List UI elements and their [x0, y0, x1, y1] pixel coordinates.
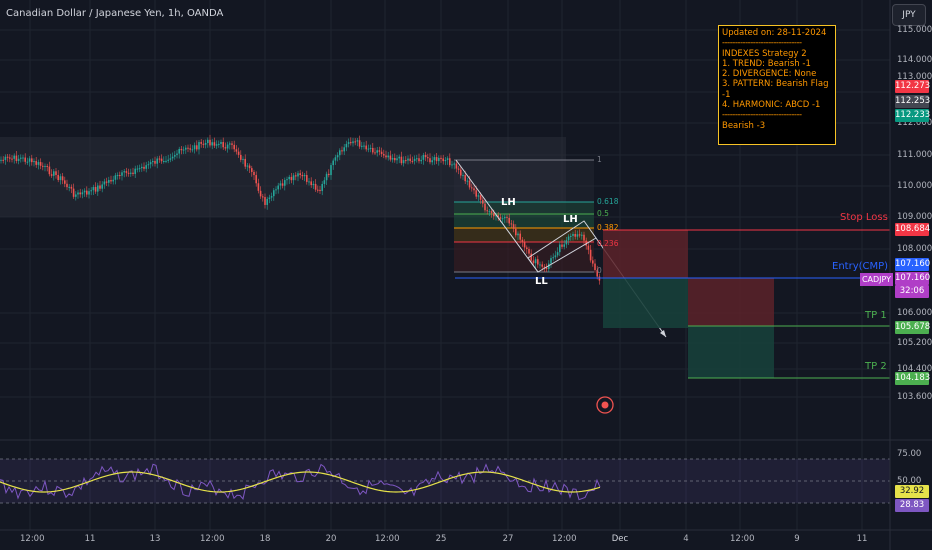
fib-label: 0.382 — [597, 223, 619, 232]
strategy-info-box: Updated on: 28-11-2024 -----------------… — [718, 25, 836, 145]
time-label: 13 — [149, 534, 161, 544]
currency-button[interactable]: JPY — [892, 4, 926, 26]
strategy-name: INDEXES Strategy 2 — [722, 48, 807, 59]
fib-label: 1 — [597, 155, 602, 164]
time-label: 9 — [794, 534, 800, 544]
time-label: 27 — [502, 534, 514, 544]
time-label: 12:00 — [552, 534, 577, 544]
info-line: 4. HARMONIC: ABCD -1 — [722, 100, 821, 111]
stop-zone — [603, 230, 688, 278]
info-line: 1. TREND: Bearish -1 — [722, 58, 811, 69]
time-label: 12:00 — [730, 534, 755, 544]
fib-label: 0.618 — [597, 197, 619, 206]
rsi-badge: 28.83 — [895, 499, 929, 512]
fib-levels — [454, 159, 594, 273]
price-label: 109.000 — [897, 212, 932, 222]
time-label: 4 — [683, 534, 689, 544]
result-text: Bearish -3 — [722, 120, 766, 131]
entry-label: Entry(CMP) — [832, 261, 889, 272]
current-price-badge: 107.160 — [895, 272, 931, 285]
time-label: 18 — [259, 534, 271, 544]
rsi-ma-line — [0, 471, 601, 493]
info-line: 2. DIVERGENCE: None — [722, 69, 817, 80]
separator: ------------------------------- — [722, 38, 802, 49]
price-label: 105.200 — [897, 338, 932, 348]
separator: ------------------------------- — [722, 110, 802, 121]
price-label: 112.000 — [897, 118, 932, 128]
time-label: 20 — [325, 534, 337, 544]
ll-label: LL — [535, 276, 548, 287]
time-label: 25 — [435, 534, 447, 544]
price-label: 114.000 — [897, 55, 932, 65]
time-label: 12:00 — [375, 534, 400, 544]
high-price-badge: 112.273 — [895, 80, 931, 93]
rsi-line — [0, 463, 601, 501]
price-label: 104.400 — [897, 364, 932, 374]
low-price-badge: 112.233 — [895, 109, 931, 122]
price-candles — [0, 134, 601, 285]
symbol-tag: CADJPY — [860, 273, 893, 286]
tp2-badge: 104.183 — [895, 372, 931, 385]
time-label: 11 — [84, 534, 96, 544]
profit-zone — [603, 278, 688, 328]
fib-label: 0 — [597, 266, 602, 275]
price-label: 108.000 — [897, 244, 932, 254]
price-label: 103.600 — [897, 392, 932, 402]
rsi-label: 50.00 — [897, 476, 922, 486]
countdown-badge: 32:06 — [895, 285, 929, 298]
lh-label: LH — [501, 197, 516, 208]
tp1-label: TP 1 — [865, 310, 887, 321]
lh-label: LH — [563, 214, 578, 225]
event-marker-icon[interactable] — [596, 396, 614, 414]
price-label: 115.000 — [897, 25, 932, 35]
fib-label: 0.236 — [597, 239, 619, 248]
stop-loss-label: Stop Loss — [840, 212, 888, 223]
time-label: Dec — [611, 534, 629, 544]
price-label: 106.000 — [897, 308, 932, 318]
tp1-badge: 105.678 — [895, 321, 931, 334]
rsi-label: 75.00 — [897, 449, 922, 459]
info-line: 3. PATTERN: Bearish Flag -1 — [722, 79, 829, 100]
fib-label: 0.5 — [597, 209, 609, 218]
entry-badge: 107.160 — [895, 258, 931, 271]
mid-price-badge: 112.253 — [895, 95, 931, 108]
price-label: 111.000 — [897, 150, 932, 160]
time-label: 12:00 — [200, 534, 225, 544]
rsi-ma-badge: 32.92 — [895, 485, 929, 498]
symbol-title[interactable]: Canadian Dollar / Japanese Yen, 1h, OAND… — [6, 8, 224, 19]
stop-loss-badge: 108.684 — [895, 223, 931, 236]
time-label: 12:00 — [20, 534, 45, 544]
tp2-label: TP 2 — [865, 361, 887, 372]
time-label: 11 — [856, 534, 868, 544]
price-label: 110.000 — [897, 181, 932, 191]
updated-text: Updated on: 28-11-2024 — [722, 28, 827, 38]
price-label: 113.000 — [897, 72, 932, 82]
